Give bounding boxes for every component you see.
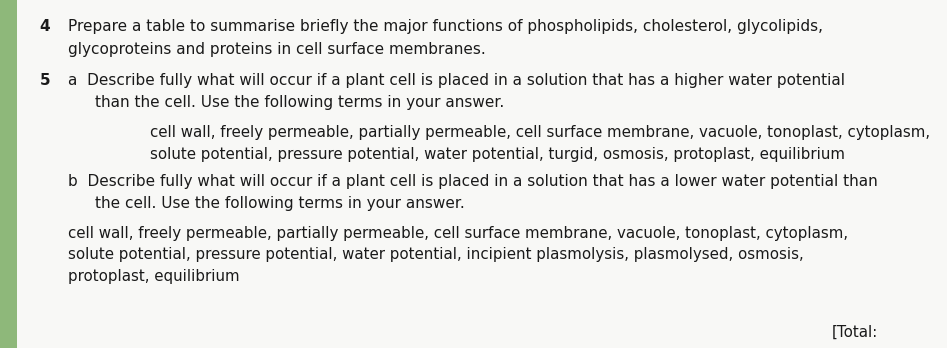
Text: a  Describe fully what will occur if a plant cell is placed in a solution that h: a Describe fully what will occur if a pl… — [68, 73, 845, 88]
Text: than the cell. Use the following terms in your answer.: than the cell. Use the following terms i… — [95, 95, 504, 110]
Text: solute potential, pressure potential, water potential, incipient plasmolysis, pl: solute potential, pressure potential, wa… — [68, 247, 804, 262]
Text: 5: 5 — [40, 73, 50, 88]
Text: protoplast, equilibrium: protoplast, equilibrium — [68, 269, 240, 284]
Text: the cell. Use the following terms in your answer.: the cell. Use the following terms in you… — [95, 196, 464, 211]
Text: glycoproteins and proteins in cell surface membranes.: glycoproteins and proteins in cell surfa… — [68, 42, 486, 57]
Text: cell wall, freely permeable, partially permeable, cell surface membrane, vacuole: cell wall, freely permeable, partially p… — [68, 226, 849, 240]
Bar — [0, 0, 17, 348]
Text: Prepare a table to summarise briefly the major functions of phospholipids, chole: Prepare a table to summarise briefly the… — [68, 19, 823, 34]
Text: 4: 4 — [40, 19, 50, 34]
Text: cell wall, freely permeable, partially permeable, cell surface membrane, vacuole: cell wall, freely permeable, partially p… — [150, 125, 930, 140]
Text: b  Describe fully what will occur if a plant cell is placed in a solution that h: b Describe fully what will occur if a pl… — [68, 174, 878, 189]
Text: [Total:: [Total: — [831, 324, 878, 339]
Text: solute potential, pressure potential, water potential, turgid, osmosis, protopla: solute potential, pressure potential, wa… — [150, 147, 845, 162]
